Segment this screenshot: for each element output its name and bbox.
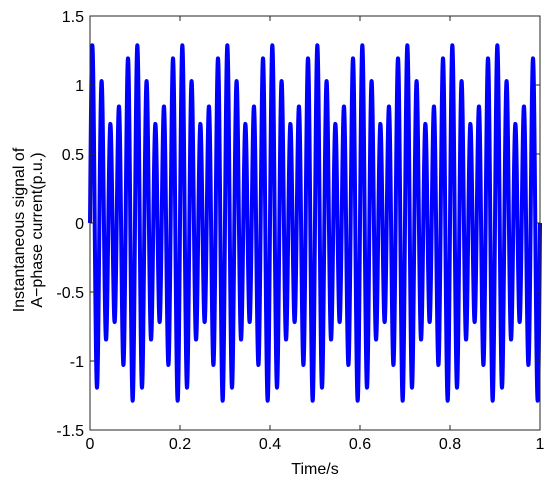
x-axis-title: Time/s: [291, 461, 338, 478]
y-tick-label: 1.5: [62, 9, 84, 26]
y-tick-label: -1.5: [56, 423, 84, 440]
x-tick-label: 0.8: [439, 436, 461, 453]
y-tick-label: -0.5: [56, 285, 84, 302]
series-line-0: [88, 43, 542, 403]
x-tick-label: 0.4: [259, 436, 281, 453]
x-tick-label: 0.6: [349, 436, 371, 453]
y-tick-label: -1: [70, 354, 84, 371]
x-tick-label: 0.2: [169, 436, 191, 453]
y-tick-label: 0: [75, 216, 84, 233]
y-axis-title-line-1: Instantaneous signal of: [11, 147, 28, 312]
x-tick-label: 0: [86, 436, 95, 453]
y-tick-label: 1: [75, 78, 84, 95]
ticks-group: 0 0.2 0.4 0.6 0.8 1 -1.5 -1 -0.5 0 0.5 1 1.5: [56, 9, 544, 453]
y-tick-label: 0.5: [62, 147, 84, 164]
x-tick-label: 1: [536, 436, 545, 453]
y-axis-title-line-2: A−phase current(p.u.): [29, 152, 46, 307]
series-group: [88, 43, 542, 403]
